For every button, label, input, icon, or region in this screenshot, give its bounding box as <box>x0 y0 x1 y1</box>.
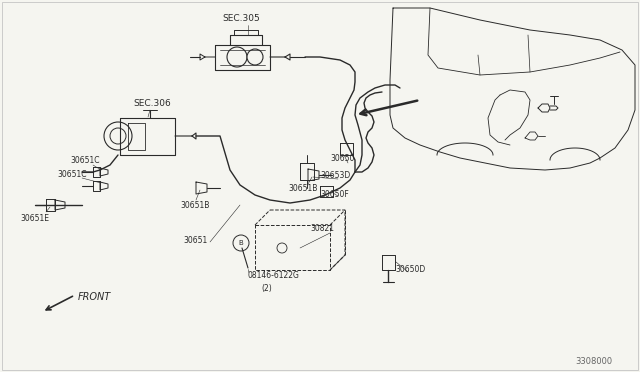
Text: FRONT: FRONT <box>78 292 111 302</box>
Circle shape <box>247 49 263 65</box>
Text: 30651B: 30651B <box>288 183 317 192</box>
Text: 30651: 30651 <box>183 235 207 244</box>
Circle shape <box>110 128 126 144</box>
Text: 08146-6122G: 08146-6122G <box>248 270 300 279</box>
Circle shape <box>227 47 247 67</box>
Circle shape <box>104 122 132 150</box>
Circle shape <box>277 243 287 253</box>
Text: 30650F: 30650F <box>320 189 349 199</box>
Text: 30651C: 30651C <box>57 170 86 179</box>
Text: SEC.305: SEC.305 <box>222 13 260 22</box>
Text: 30651B: 30651B <box>180 201 209 209</box>
Text: 3308000: 3308000 <box>575 357 612 366</box>
Text: 30651E: 30651E <box>20 214 49 222</box>
Text: SEC.306: SEC.306 <box>133 99 171 108</box>
Text: 30821: 30821 <box>310 224 334 232</box>
Text: 30650: 30650 <box>330 154 355 163</box>
Text: 30650D: 30650D <box>395 266 425 275</box>
Text: 30653D: 30653D <box>320 170 350 180</box>
Circle shape <box>233 235 249 251</box>
Text: (2): (2) <box>261 283 272 292</box>
Text: B: B <box>239 240 243 246</box>
Text: 30651C: 30651C <box>70 155 99 164</box>
